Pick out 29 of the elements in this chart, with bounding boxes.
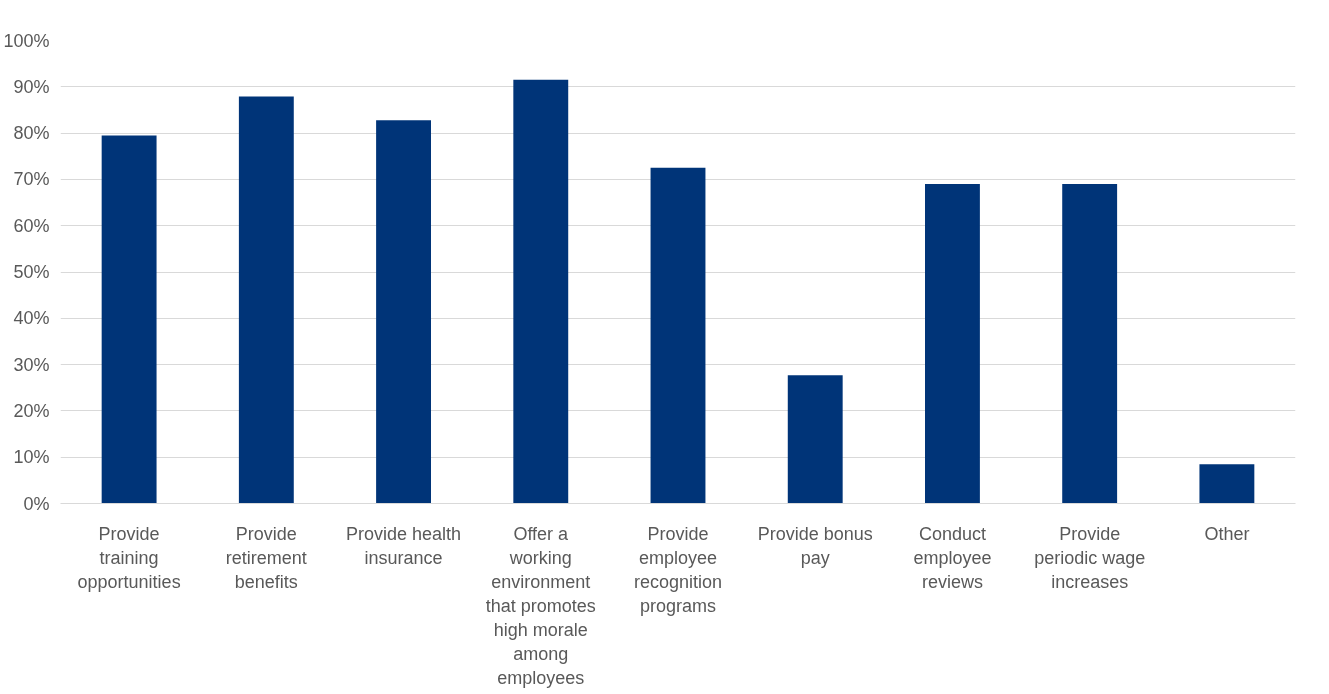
- x-tick-label: Other: [1204, 523, 1250, 544]
- bar: [1199, 464, 1255, 504]
- y-tick-label: 90%: [13, 76, 50, 97]
- y-tick-label: 30%: [13, 354, 50, 375]
- bar: [787, 375, 843, 504]
- x-tick-label: Provide employee recognition programs: [633, 523, 723, 616]
- y-tick-label: 100%: [3, 30, 50, 51]
- y-tick-label: 80%: [13, 123, 50, 144]
- y-tick-label: 60%: [13, 215, 50, 236]
- y-tick-label: 20%: [13, 400, 50, 421]
- bar: [238, 96, 294, 504]
- x-tick-label: Conduct employee reviews: [913, 523, 992, 592]
- y-tick-label: 70%: [13, 169, 50, 190]
- bar: [513, 79, 569, 504]
- bar: [925, 184, 980, 504]
- bar: [101, 135, 157, 504]
- bar: [650, 167, 706, 504]
- x-tick-label: Provide periodic wage increases: [1034, 523, 1146, 592]
- y-tick-label: 40%: [13, 308, 50, 329]
- x-tick-label: Provide bonus pay: [757, 523, 873, 568]
- x-tick-label: Provide training opportunities: [77, 523, 181, 592]
- y-tick-label: 0%: [23, 493, 50, 514]
- x-tick-label: Provide health insurance: [346, 523, 462, 568]
- bar: [1062, 184, 1118, 504]
- x-tick-label: Provide retirement benefits: [225, 523, 307, 592]
- x-tick-label: Offer a working environment that promotes high morale among employees: [485, 523, 596, 688]
- y-tick-label: 50%: [13, 262, 50, 282]
- bar: [376, 120, 431, 504]
- y-tick-label: 10%: [13, 447, 50, 468]
